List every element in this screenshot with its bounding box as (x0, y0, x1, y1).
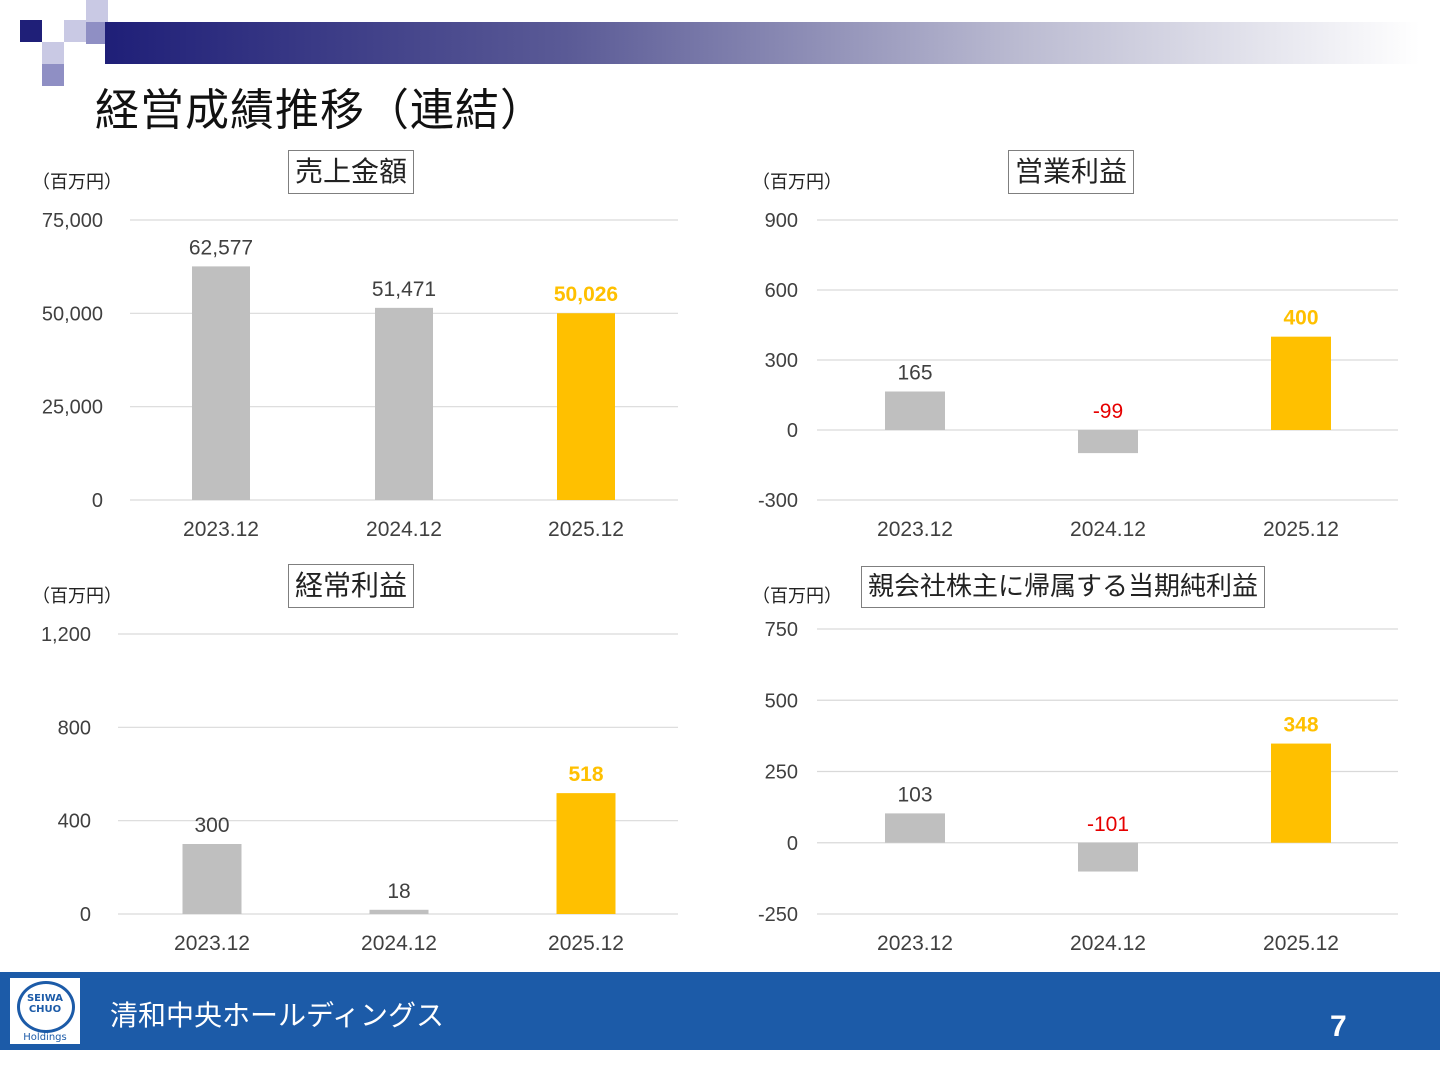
company-logo: SEIWA CHUO Holdings (10, 978, 80, 1044)
x-tick-label-operating-profit: 2023.12 (877, 518, 953, 541)
data-label-sales-2025.12: 50,026 (554, 283, 618, 306)
bar-net-income-2025.12 (1271, 743, 1331, 843)
chart-title-net-income: 親会社株主に帰属する当期純利益 (861, 566, 1266, 608)
bar-ordinary-profit-2024.12 (369, 909, 429, 914)
data-label-ordinary-profit-2023.12: 300 (194, 814, 229, 837)
x-tick-label-sales: 2024.12 (366, 518, 442, 541)
y-tick-label-sales: 50,000 (42, 303, 103, 325)
x-tick-label-net-income: 2024.12 (1070, 932, 1146, 955)
bar-operating-profit-2025.12 (1271, 336, 1331, 430)
x-tick-label-operating-profit: 2025.12 (1263, 518, 1339, 541)
logo-text-line2: CHUO (28, 1004, 62, 1015)
header-square-periwinkle (42, 64, 64, 86)
x-tick-label-operating-profit: 2024.12 (1070, 518, 1146, 541)
logo-text-line1: SEIWA (26, 993, 64, 1004)
bar-operating-profit-2023.12 (885, 391, 945, 430)
header-square-navy (20, 20, 42, 42)
header-square-lavender (64, 20, 86, 42)
x-tick-label-ordinary-profit: 2023.12 (174, 932, 250, 955)
y-tick-label-ordinary-profit: 1,200 (41, 624, 91, 646)
footer-bar: SEIWA CHUO Holdings 清和中央ホールディングス 7 (0, 972, 1440, 1050)
data-label-operating-profit-2023.12: 165 (897, 362, 932, 385)
chart-title-ordinary-profit: 経常利益 (288, 564, 415, 608)
data-label-net-income-2024.12: -101 (1087, 813, 1129, 836)
company-name: 清和中央ホールディングス (110, 999, 445, 1032)
data-label-sales-2024.12: 51,471 (372, 278, 436, 301)
bar-operating-profit-2024.12 (1078, 430, 1138, 454)
y-tick-label-sales: 75,000 (42, 210, 103, 232)
unit-label-net-income: （百万円） (752, 586, 842, 607)
y-tick-label-net-income: 250 (765, 762, 798, 784)
chart-title-operating-profit: 営業利益 (1008, 150, 1135, 194)
y-tick-label-operating-profit: 900 (765, 210, 798, 232)
x-tick-label-sales: 2025.12 (548, 518, 624, 541)
y-tick-label-operating-profit: 600 (765, 280, 798, 302)
data-label-ordinary-profit-2025.12: 518 (568, 763, 603, 786)
data-label-operating-profit-2025.12: 400 (1283, 307, 1318, 330)
y-tick-label-ordinary-profit: 400 (58, 811, 91, 833)
bar-ordinary-profit-2025.12 (556, 793, 616, 914)
header-square-lavender (86, 0, 108, 22)
x-tick-label-ordinary-profit: 2024.12 (361, 932, 437, 955)
bar-sales-2023.12 (192, 266, 250, 500)
bar-net-income-2024.12 (1078, 842, 1138, 872)
y-tick-label-net-income: 750 (765, 619, 798, 641)
bar-ordinary-profit-2023.12 (182, 844, 242, 914)
x-tick-label-ordinary-profit: 2025.12 (548, 932, 624, 955)
bar-sales-2025.12 (557, 313, 615, 500)
bar-sales-2024.12 (375, 307, 433, 500)
y-tick-label-sales: 25,000 (42, 397, 103, 419)
header-gradient-band (105, 22, 1420, 64)
y-tick-label-sales: 0 (92, 490, 103, 512)
unit-label-ordinary-profit: （百万円） (32, 586, 122, 607)
y-tick-label-net-income: 500 (765, 690, 798, 712)
unit-label-sales: （百万円） (32, 172, 122, 193)
header-square-lavender (42, 42, 64, 64)
page-number: 7 (1330, 1010, 1347, 1043)
y-tick-label-operating-profit: 300 (765, 350, 798, 372)
x-tick-label-net-income: 2025.12 (1263, 932, 1339, 955)
y-tick-label-operating-profit: -300 (758, 490, 798, 512)
chart-title-sales: 売上金額 (288, 150, 415, 194)
unit-label-operating-profit: （百万円） (752, 172, 842, 193)
x-tick-label-net-income: 2023.12 (877, 932, 953, 955)
header-square-periwinkle (86, 22, 108, 44)
y-tick-label-net-income: -250 (758, 904, 798, 926)
logo-circle-icon (17, 981, 75, 1033)
y-tick-label-operating-profit: 0 (787, 420, 798, 442)
data-label-operating-profit-2024.12: -99 (1093, 400, 1123, 423)
data-label-ordinary-profit-2024.12: 18 (387, 880, 410, 903)
logo-text-line3: Holdings (23, 1032, 67, 1043)
x-tick-label-sales: 2023.12 (183, 518, 259, 541)
data-label-net-income-2025.12: 348 (1283, 714, 1318, 737)
y-tick-label-ordinary-profit: 0 (80, 904, 91, 926)
y-tick-label-net-income: 0 (787, 833, 798, 855)
data-label-sales-2023.12: 62,577 (189, 236, 253, 259)
y-tick-label-ordinary-profit: 800 (58, 717, 91, 739)
bar-net-income-2023.12 (885, 813, 945, 843)
data-label-net-income-2023.12: 103 (897, 783, 932, 806)
page-title: 経営成績推移（連結） (95, 85, 545, 136)
charts-canvas: 0 25,000 50,000 75,000 62,577 2023.12 51,471 20… (41, 210, 1398, 955)
